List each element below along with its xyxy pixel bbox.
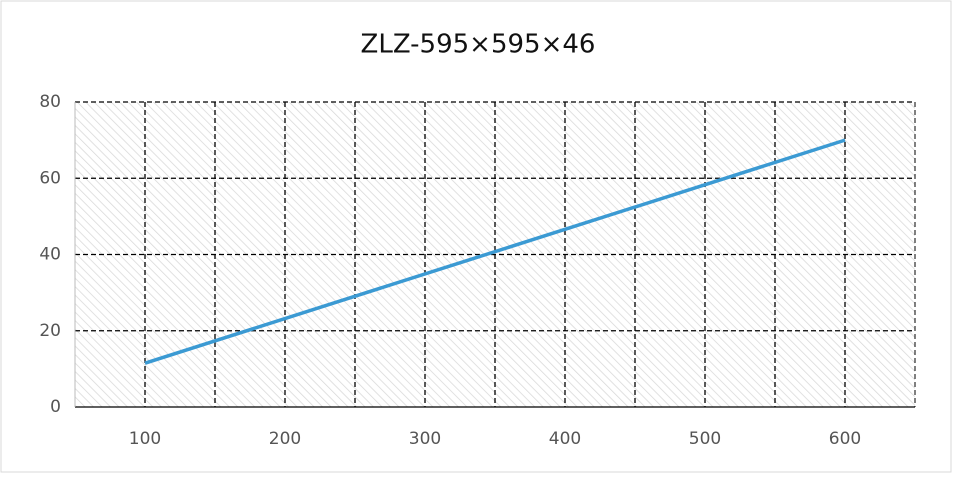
- y-tick-label: 0: [50, 397, 61, 417]
- chart-title: ZLZ-595×595×46: [361, 30, 596, 60]
- y-tick-label: 80: [39, 92, 61, 112]
- y-tick-label: 40: [39, 245, 61, 265]
- y-tick-label: 20: [39, 321, 61, 341]
- x-tick-label: 200: [269, 429, 301, 449]
- x-tick-label: 400: [549, 429, 581, 449]
- y-tick-label: 60: [39, 168, 61, 188]
- x-tick-label: 500: [689, 429, 721, 449]
- x-tick-label: 300: [409, 429, 441, 449]
- x-tick-label: 100: [129, 429, 161, 449]
- x-tick-label: 600: [829, 429, 861, 449]
- data-line: [144, 138, 846, 365]
